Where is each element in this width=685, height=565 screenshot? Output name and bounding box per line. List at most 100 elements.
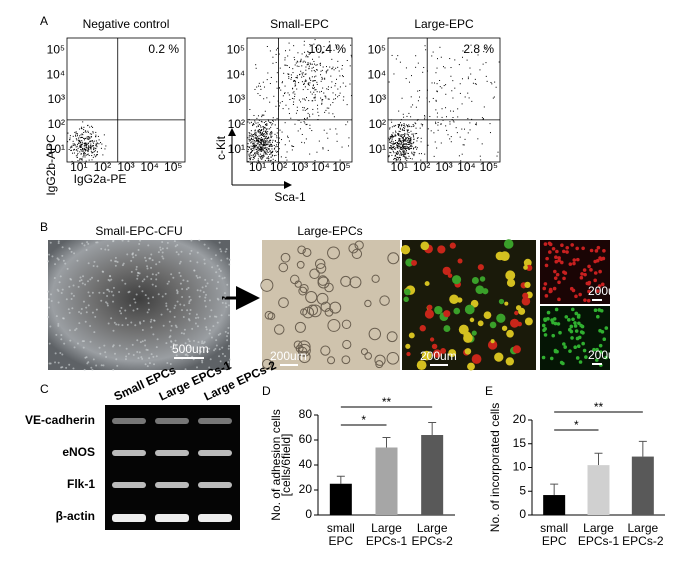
x-tick-label: 10⁵ [164, 160, 182, 174]
y-tick-label: 10 [513, 460, 527, 474]
event-dot [75, 149, 77, 151]
event-dot [489, 123, 491, 125]
event-dot [406, 147, 408, 149]
event-dot [397, 55, 399, 57]
x-tick-label: 10³ [435, 160, 452, 174]
event-dot [314, 63, 316, 65]
cell [50, 300, 53, 303]
event-dot [313, 87, 315, 89]
cell [121, 239, 124, 242]
event-dot [88, 136, 90, 138]
event-dot [81, 144, 83, 146]
event-dot [262, 144, 264, 146]
cell [110, 317, 113, 320]
cell [137, 249, 140, 252]
cell [183, 332, 186, 335]
x-tick-label: 10² [270, 160, 287, 174]
cell [341, 319, 352, 330]
event-dot [83, 139, 85, 141]
cell [542, 328, 546, 333]
event-dot [269, 133, 271, 135]
cell [294, 321, 306, 333]
cell [105, 301, 108, 304]
event-dot [298, 99, 300, 101]
event-dot [341, 68, 343, 70]
event-dot [439, 86, 441, 88]
cell [97, 279, 100, 282]
cell [143, 339, 146, 342]
event-dot [389, 128, 391, 130]
event-dot [318, 140, 320, 142]
cell [198, 239, 201, 242]
event-dot [417, 90, 419, 92]
cell [96, 265, 99, 268]
event-dot [400, 134, 402, 136]
y-tick-label: 10⁴ [46, 67, 65, 81]
event-dot [293, 45, 295, 47]
event-dot [311, 67, 313, 69]
event-dot [257, 137, 259, 139]
event-dot [347, 121, 349, 123]
event-dot [83, 147, 85, 149]
event-dot [408, 138, 410, 140]
event-dot [392, 141, 394, 143]
cell [584, 355, 588, 359]
cell [221, 346, 224, 349]
cell [214, 347, 217, 350]
event-dot [325, 95, 327, 97]
event-dot [436, 83, 438, 85]
event-dot [277, 151, 279, 153]
event-dot [338, 70, 340, 72]
event-dot [102, 154, 104, 156]
event-dot [477, 54, 479, 56]
event-dot [483, 106, 485, 108]
cell [106, 302, 109, 305]
cell [575, 336, 580, 341]
event-dot [67, 132, 69, 134]
event-dot [287, 55, 289, 57]
band [112, 514, 146, 522]
event-dot [249, 153, 251, 155]
event-dot [457, 116, 459, 118]
event-dot [262, 149, 264, 151]
event-dot [307, 63, 309, 65]
event-dot [402, 136, 404, 138]
event-dot [398, 143, 400, 145]
event-dot [266, 147, 268, 149]
cell [144, 259, 147, 262]
event-dot [86, 136, 88, 138]
event-dot [270, 152, 272, 154]
event-dot [470, 73, 472, 75]
event-dot [260, 133, 262, 135]
cell [89, 278, 92, 281]
cell [165, 342, 168, 345]
cell [569, 324, 574, 329]
event-dot [294, 79, 296, 81]
event-dot [301, 65, 303, 67]
cell [173, 315, 176, 318]
cell [198, 349, 201, 352]
event-dot [96, 151, 98, 153]
event-dot [391, 138, 393, 140]
event-dot [258, 119, 260, 121]
cell [184, 353, 187, 356]
cell [194, 322, 197, 325]
event-dot [79, 146, 81, 148]
panel-label: D [262, 384, 271, 398]
event-dot [325, 72, 327, 74]
event-dot [320, 74, 322, 76]
event-dot [447, 134, 449, 136]
cell [449, 242, 456, 249]
bar [587, 465, 610, 515]
event-dot [73, 149, 75, 151]
event-dot [400, 143, 402, 145]
event-dot [401, 148, 403, 150]
event-dot [434, 141, 436, 143]
event-dot [407, 139, 409, 141]
event-dot [333, 116, 335, 118]
cell [565, 245, 570, 250]
cell [189, 252, 192, 255]
cell [217, 298, 220, 301]
cell [166, 247, 169, 250]
event-dot [263, 153, 265, 155]
